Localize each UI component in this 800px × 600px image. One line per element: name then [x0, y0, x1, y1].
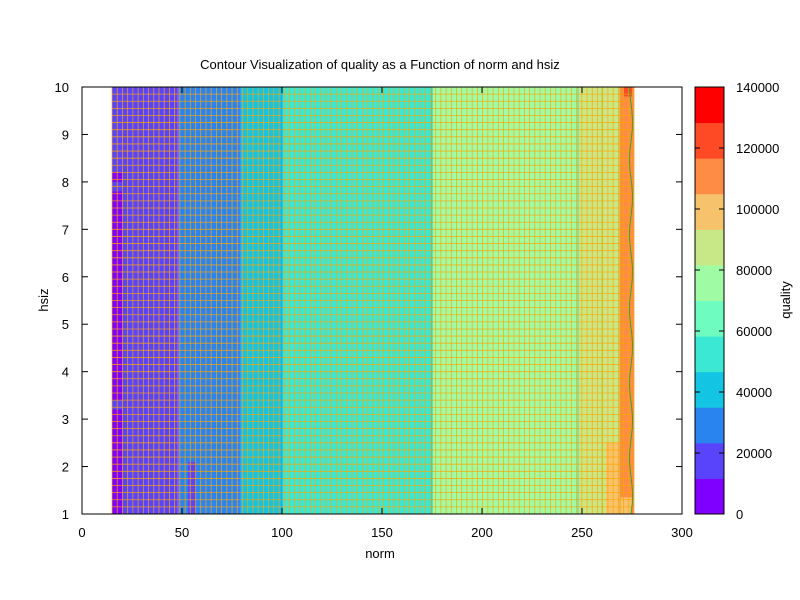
colorbar-tick-label: 120000 [736, 141, 779, 156]
colorbar-tick-label: 20000 [736, 446, 772, 461]
x-tick-label: 50 [175, 525, 189, 540]
x-axis-label: norm [365, 546, 395, 561]
y-tick-label: 8 [62, 175, 69, 190]
x-axis-ticks: 0 50 100 150 200 250 300 [78, 87, 693, 540]
colorbar-segment [695, 478, 724, 515]
colorbar-segment [695, 193, 724, 230]
y-tick-label: 4 [62, 365, 69, 380]
y-tick-label: 6 [62, 270, 69, 285]
x-tick-label: 300 [671, 525, 693, 540]
colorbar-segment [695, 158, 724, 195]
colorbar-segment [695, 336, 724, 373]
x-tick-label: 250 [571, 525, 593, 540]
colorbar-frame [694, 86, 725, 515]
contour-lines [177, 87, 634, 514]
x-tick-label: 150 [371, 525, 393, 540]
colorbar-tick-label: 0 [736, 507, 743, 522]
colorbar-tick-label: 40000 [736, 385, 772, 400]
x-tick-label: 200 [471, 525, 493, 540]
colorbar-segment [695, 229, 724, 266]
x-tick-label: 0 [78, 525, 85, 540]
colorbar-ticks: 0 20000 40000 60000 80000 100000 120000 140000 [695, 80, 779, 522]
y-axis-ticks: 1 2 3 4 5 6 7 8 9 10 [55, 80, 682, 522]
y-tick-label: 2 [62, 460, 69, 475]
heat-patch [624, 87, 632, 97]
colorbar [695, 87, 724, 515]
y-tick-label: 3 [62, 412, 69, 427]
colorbar-segment [695, 371, 724, 408]
y-tick-label: 9 [62, 127, 69, 142]
y-tick-label: 1 [62, 507, 69, 522]
colorbar-tick-label: 100000 [736, 202, 779, 217]
y-axis-label: hsiz [36, 288, 51, 311]
y-tick-label: 5 [62, 317, 69, 332]
x-tick-label: 100 [271, 525, 293, 540]
colorbar-segment [695, 122, 724, 159]
colorbar-segment [695, 264, 724, 301]
colorbar-tick-label: 60000 [736, 324, 772, 339]
colorbar-tick-label: 80000 [736, 263, 772, 278]
contour-line [628, 87, 634, 514]
colorbar-segment [695, 407, 724, 444]
colorbar-label: quality [778, 281, 793, 319]
plot-area [111, 87, 635, 514]
mesh-grid [111, 87, 635, 514]
colorbar-tick-label: 140000 [736, 80, 779, 95]
y-tick-label: 10 [55, 80, 69, 95]
y-tick-label: 7 [62, 222, 69, 237]
colorbar-segment [695, 87, 724, 124]
heat-patch [188, 461, 196, 514]
colorbar-segment [695, 442, 724, 479]
chart-title: Contour Visualization of quality as a Fu… [200, 57, 560, 72]
